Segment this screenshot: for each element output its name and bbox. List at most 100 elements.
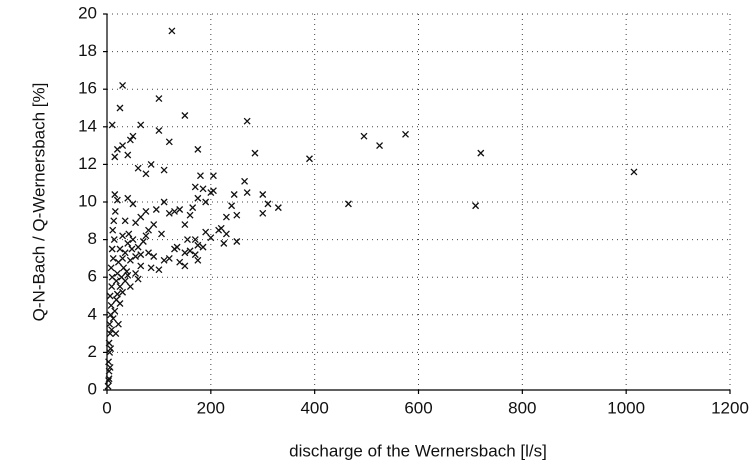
point	[194, 194, 202, 202]
point	[168, 27, 176, 35]
point	[121, 277, 129, 285]
point	[477, 149, 485, 157]
point	[113, 290, 121, 298]
point	[176, 258, 184, 266]
point	[165, 209, 173, 217]
point	[105, 377, 113, 385]
point	[241, 177, 249, 185]
point	[129, 132, 137, 140]
point	[106, 292, 114, 300]
point	[181, 262, 189, 270]
y-tick-label: 14	[78, 116, 97, 135]
x-tick-label: 800	[508, 398, 536, 417]
point	[107, 264, 115, 272]
point	[108, 245, 116, 253]
point	[111, 307, 119, 315]
point	[129, 200, 137, 208]
point	[402, 130, 409, 138]
point	[114, 320, 122, 328]
point	[189, 204, 197, 212]
point	[243, 117, 251, 125]
point	[173, 243, 181, 251]
point	[142, 232, 150, 240]
point	[104, 382, 112, 390]
point	[116, 104, 124, 112]
point	[134, 275, 142, 283]
point	[155, 95, 163, 103]
point	[186, 247, 194, 255]
point	[121, 217, 129, 225]
y-tick-label: 20	[78, 3, 97, 22]
point	[209, 187, 217, 195]
y-tick-label: 2	[88, 342, 97, 361]
point	[191, 251, 199, 259]
point	[126, 136, 134, 144]
point	[360, 132, 368, 140]
point	[124, 151, 132, 159]
y-tick-label: 6	[88, 267, 97, 286]
point	[109, 226, 117, 234]
point	[274, 204, 282, 212]
point	[116, 283, 124, 291]
point	[137, 262, 145, 270]
point	[222, 213, 230, 221]
point	[181, 221, 189, 229]
y-tick-label: 4	[88, 304, 97, 323]
point	[155, 127, 163, 135]
point	[194, 145, 202, 153]
point	[105, 358, 113, 366]
x-tick-label: 0	[102, 398, 111, 417]
point	[186, 211, 194, 219]
point	[108, 121, 116, 129]
point	[110, 236, 118, 244]
point	[119, 254, 127, 262]
y-tick-label: 18	[78, 41, 97, 60]
point	[160, 198, 168, 206]
point	[233, 238, 241, 245]
point	[160, 166, 168, 174]
point	[128, 245, 136, 253]
point	[132, 219, 140, 227]
point	[125, 230, 133, 238]
point	[160, 256, 168, 264]
point	[134, 243, 142, 251]
point	[108, 283, 116, 291]
point	[207, 234, 215, 242]
point	[150, 253, 158, 260]
point	[107, 301, 115, 309]
point	[228, 202, 236, 210]
point	[264, 200, 272, 208]
point	[116, 300, 124, 307]
point	[472, 202, 480, 210]
point	[145, 226, 152, 234]
point	[222, 230, 230, 238]
point	[630, 168, 638, 176]
point	[107, 345, 115, 353]
point	[191, 183, 199, 191]
point	[106, 363, 114, 371]
point	[158, 230, 165, 238]
y-tick-label: 0	[88, 379, 97, 398]
point	[376, 142, 384, 150]
x-tick-label: 1000	[607, 398, 645, 417]
point	[119, 288, 127, 296]
x-axis-title: discharge of the Wernersbach [l/s]	[289, 441, 547, 460]
point	[220, 239, 228, 247]
point	[119, 81, 127, 89]
point	[109, 254, 117, 262]
point	[116, 245, 124, 253]
point	[243, 189, 251, 197]
point	[134, 164, 142, 172]
point	[202, 198, 210, 206]
point	[259, 209, 267, 217]
x-tick-label: 600	[404, 398, 432, 417]
point	[113, 196, 121, 204]
point	[142, 170, 150, 178]
y-axis-title: Q-N-Bach / Q-Wernersbach [%]	[29, 83, 48, 322]
point	[137, 121, 145, 129]
point	[106, 320, 114, 328]
point	[124, 271, 132, 279]
point	[110, 217, 118, 225]
point	[306, 155, 313, 163]
point	[126, 283, 134, 291]
